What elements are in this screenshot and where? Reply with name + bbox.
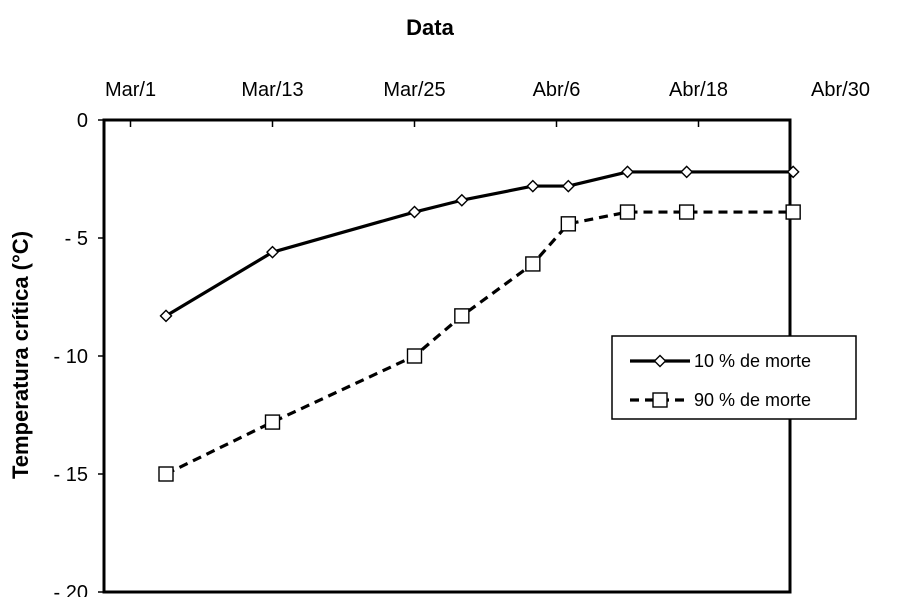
data-point [158,466,174,482]
data-point [406,348,423,364]
y-tick-label: - 20 [54,582,88,597]
x-tick-label: Mar/25 [383,79,445,101]
x-tick-label: Mar/13 [241,79,303,101]
data-point [619,204,636,220]
data-point [678,204,695,220]
legend-marker [653,354,667,368]
data-point [454,308,470,324]
x-tick-label: Abr/18 [669,79,728,101]
legend-items: 10 % de morte 90 % de morte [630,351,811,410]
legend-item: 10 % de morte [630,351,811,371]
data-point [455,193,469,207]
series-line [165,170,794,318]
data-point [159,309,173,323]
axis-ticks [98,119,700,593]
data-point [785,204,801,220]
data-point [266,245,279,259]
data-point [560,216,577,232]
data-point [408,205,421,219]
y-tick-label: - 5 [65,228,88,250]
series-2 [158,204,801,482]
data-point [526,179,540,193]
y-tick-label: 0 [77,110,88,132]
y-axis-label: Temperatura crítica (°C) [8,231,33,479]
data-point [786,165,800,179]
y-tick-label: - 15 [54,464,88,486]
data-point [561,179,575,193]
x-tick-label: Mar/1 [105,79,156,101]
y-tick-label: - 10 [54,346,88,368]
legend-label: 10 % de morte [694,351,811,371]
x-tick-labels: Mar/1 Mar/13 Mar/25 Abr/6 Abr/18 Abr/30 [105,79,870,101]
data-point [680,165,694,179]
data-point [264,414,281,430]
series-1 [159,165,800,323]
legend-label: 90 % de morte [694,390,811,410]
legend: 10 % de morte 90 % de morte [611,335,857,420]
x-tick-label: Abr/6 [533,79,581,101]
legend-item: 90 % de morte [630,390,811,410]
data-point [525,256,541,272]
series-layer [158,165,801,482]
legend-marker [652,392,668,408]
y-tick-labels: 0 - 5 - 10 - 15 - 20 [54,110,88,597]
data-point [621,165,634,179]
chart-title: Data [406,15,454,40]
x-tick-label: Abr/30 [811,79,870,101]
